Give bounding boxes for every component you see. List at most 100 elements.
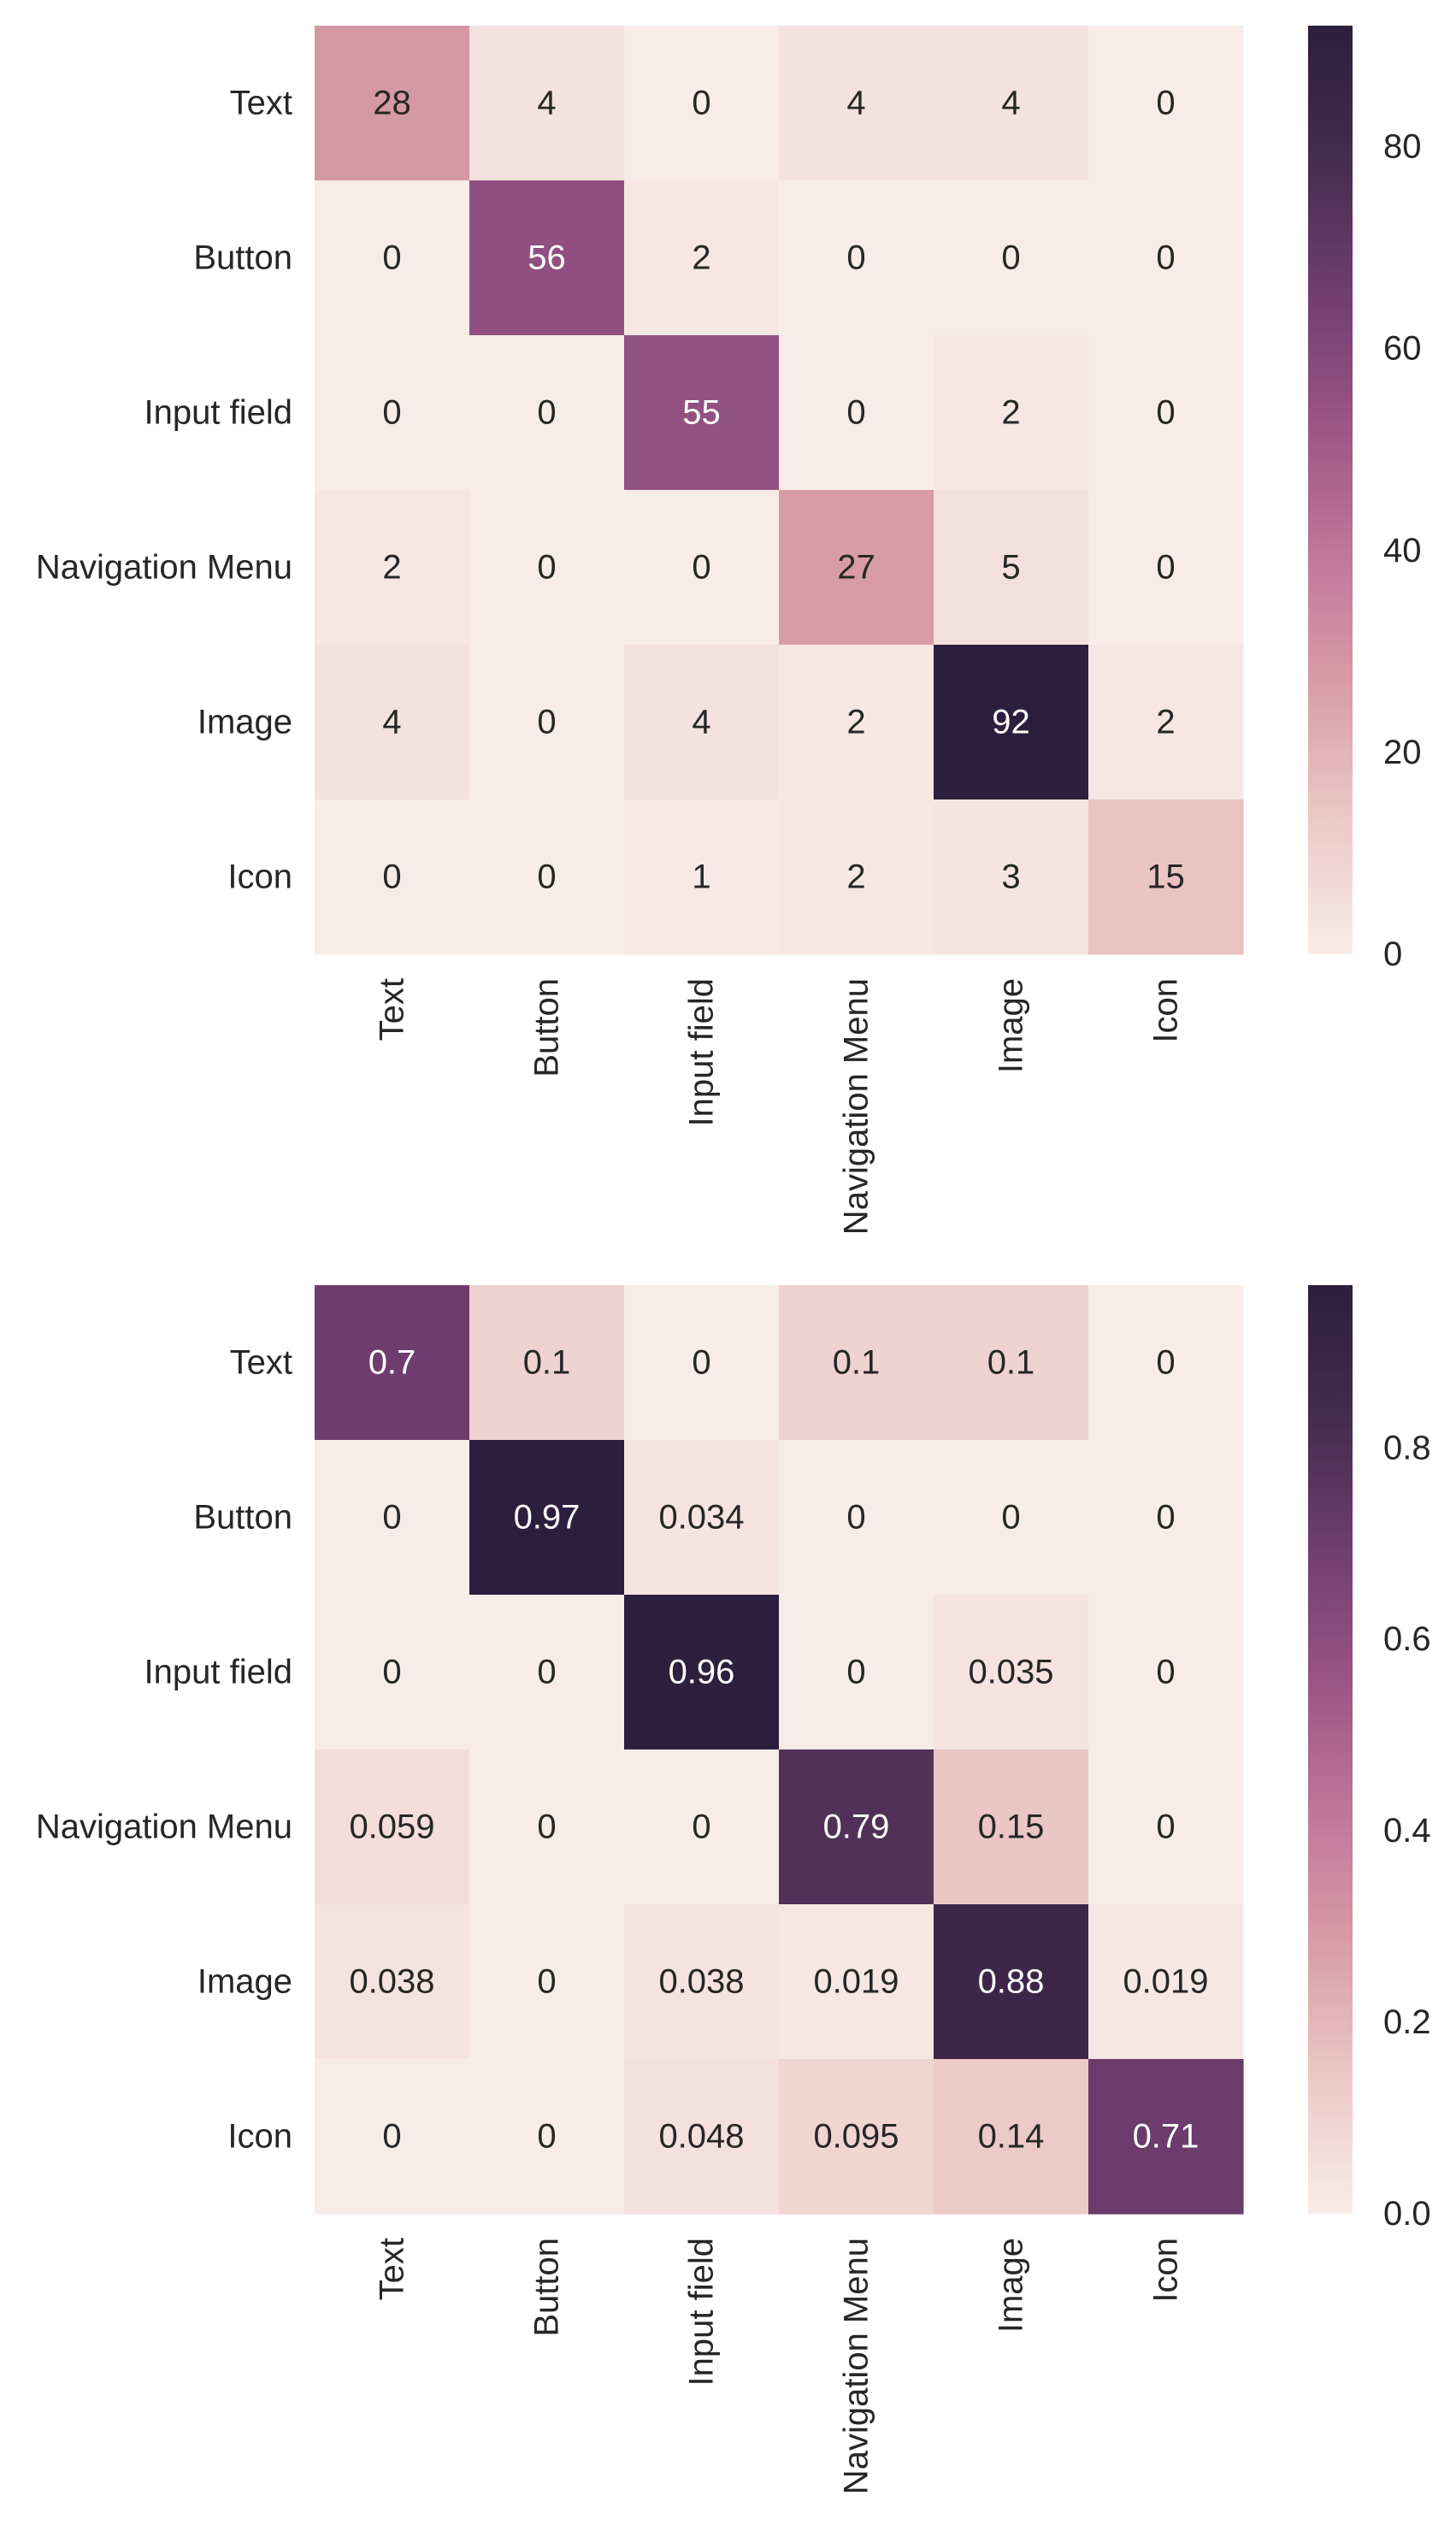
heatmap-normalized-cell-label: 0 [1156,1499,1175,1537]
heatmap-normalized-cell-image-input-field [624,1904,780,2060]
heatmap-counts-cell-label: 4 [537,85,556,122]
heatmap-counts-cell-label: 55 [682,394,721,432]
heatmap-normalized-cell-text-icon [1088,1285,1244,1441]
heatmap-normalized-cell-label: 0.7 [368,1344,416,1382]
heatmap-counts-cell-navigation-menu-image [934,490,1089,646]
heatmap-normalized-cell-navigation-menu-button [469,1749,625,1905]
y-tick-label-button: Button [193,1499,292,1537]
heatmap-counts-cell-text-input-field [624,26,780,181]
heatmap-counts-cell-label: 0 [1156,85,1175,122]
heatmap-normalized-cell-label: 0 [846,1499,865,1537]
heatmap-counts-cell-navigation-menu-input-field [624,490,780,646]
heatmap-normalized-cell-label: 0 [1001,1499,1020,1537]
heatmap-counts-cell-label: 0 [382,394,401,432]
heatmap-normalized-column-labels: Text Button Input field Navigation Menu Imag… [374,2238,1185,2494]
heatmap-counts-cell-icon-text [315,799,470,955]
heatmap-normalized-cell-image-navigation-menu [779,1904,934,2060]
y-tick-label-icon: Icon [227,2118,292,2156]
heatmap-normalized-cell-label: 0 [537,1963,556,2001]
heatmap-normalized-cell-image-button [469,1904,625,2060]
heatmap-counts-cell-label: 4 [382,704,401,741]
heatmap-normalized-cell-label: 0.1 [987,1344,1035,1382]
x-tick-label-input-field: Input field [683,978,721,1126]
y-tick-label-input-field: Input field [144,394,292,432]
heatmap-normalized-cell-label: 0.79 [823,1808,890,1846]
heatmap-normalized-cell-label: 0.1 [523,1344,571,1382]
heatmap-counts-cell-label: 5 [1001,549,1020,587]
y-tick-label-image: Image [197,1963,292,2001]
heatmap-counts-cell-button-button [469,180,625,336]
heatmap-normalized-cell-button-image [934,1440,1089,1596]
heatmap-normalized-cell-label: 0 [846,1654,865,1691]
heatmap-normalized-cell-label: 0.71 [1133,2118,1200,2156]
heatmap-counts-cell-image-navigation-menu [779,645,934,800]
heatmap-normalized-cell-icon-input-field [624,2059,780,2215]
heatmap-counts-cell-input-field-navigation-menu [779,335,934,491]
heatmap-counts-cell-label: 2 [846,858,865,896]
heatmap-normalized-cell-label: 0.035 [968,1654,1053,1691]
heatmap-normalized-cell-icon-icon [1088,2059,1244,2215]
heatmap-counts-cell-label: 0 [537,394,556,432]
heatmap-counts-cell-navigation-menu-icon [1088,490,1244,646]
colorbar-normalized-tick-label: 0.8 [1383,1429,1431,1466]
heatmap-counts-cell-text-image [934,26,1089,181]
heatmap-normalized-cell-label: 0.019 [813,1963,899,2001]
heatmap-counts-cell-label: 0 [1156,394,1175,432]
heatmap-counts-cell-label: 2 [1001,394,1020,432]
x-tick-label-button: Button [528,978,566,1077]
y-tick-label-image: Image [197,704,292,741]
heatmap-normalized-cell-navigation-menu-image [934,1749,1089,1905]
heatmap-normalized-cell-label: 0 [1156,1344,1175,1382]
heatmap-normalized-cell-label: 0.15 [978,1808,1045,1846]
x-tick-label-image: Image [993,978,1030,1073]
heatmap-normalized-cell-label: 0.97 [514,1499,581,1537]
heatmap-counts-cell-label: 0 [382,858,401,896]
heatmap-counts-cell-label: 0 [846,394,865,432]
colorbar-counts-tick-label: 0 [1383,935,1402,973]
heatmap-normalized-cell-label: 0 [692,1344,710,1382]
heatmap-counts-cell-input-field-image [934,335,1089,491]
heatmap-counts-cell-label: 0 [1001,239,1020,277]
heatmap-counts-cell-button-icon [1088,180,1244,336]
heatmap-normalized-cell-navigation-menu-navigation-menu [779,1749,934,1905]
colorbar-counts-tick-label: 40 [1383,532,1422,569]
y-tick-label-text: Text [230,85,292,122]
heatmap-normalized-cell-label: 0 [1156,1808,1175,1846]
heatmap-normalized-cell-image-icon [1088,1904,1244,2060]
colorbar-counts-tick-label: 60 [1383,330,1422,368]
heatmap-normalized-cell-label: 0.14 [978,2118,1045,2156]
heatmap-counts-cells: 28 4 0 4 4 0 0 56 2 0 0 0 0 0 55 0 2 0 2 0 0 27 5 0 4 0 4 2 92 2 0 0 1 2 3… [315,26,1244,955]
heatmap-normalized-cell-icon-image [934,2059,1089,2215]
heatmap-counts-cell-label: 0 [846,239,865,277]
heatmap-counts-cell-button-text [315,180,470,336]
colorbar-normalized-tick-label: 0.0 [1383,2195,1431,2233]
heatmap-counts-cell-label: 0 [1156,549,1175,587]
heatmap-counts-column-labels: Text Button Input field Navigation Menu Imag… [374,978,1185,1235]
heatmap-counts-cell-label: 56 [528,239,566,277]
colorbar-normalized-bar [1308,1285,1353,2214]
heatmap-counts-cell-icon-button [469,799,625,955]
x-tick-label-button: Button [528,2238,566,2337]
colorbar-counts-tick-label: 20 [1383,734,1422,771]
heatmap-normalized-cell-icon-navigation-menu [779,2059,934,2215]
colorbar-normalized-tick-label: 0.2 [1383,2003,1431,2041]
y-tick-label-button: Button [193,239,292,277]
heatmap-normalized-cell-label: 0 [537,1654,556,1691]
heatmap-normalized-row-labels: Text Button Input field Navigation Menu Imag… [36,1344,292,2156]
heatmap-normalized-cell-label: 0 [1156,1654,1175,1691]
heatmap-normalized-cell-text-button [469,1285,625,1441]
heatmap-counts-cell-label: 3 [1001,858,1020,896]
heatmap-counts-cell-image-input-field [624,645,780,800]
heatmap-counts-cell-text-button [469,26,625,181]
y-tick-label-input-field: Input field [144,1654,292,1691]
heatmap-counts-cell-label: 92 [992,704,1030,741]
x-tick-label-input-field: Input field [683,2238,721,2386]
y-tick-label-text: Text [230,1344,292,1382]
heatmap-normalized-cell-button-icon [1088,1440,1244,1596]
heatmap-normalized-cell-navigation-menu-icon [1088,1749,1244,1905]
heatmap-normalized-cell-input-field-navigation-menu [779,1595,934,1750]
heatmap-normalized-cell-label: 0.88 [978,1963,1045,2001]
heatmap-counts-cell-label: 0 [537,858,556,896]
heatmap-normalized-cell-image-text [315,1904,470,2060]
